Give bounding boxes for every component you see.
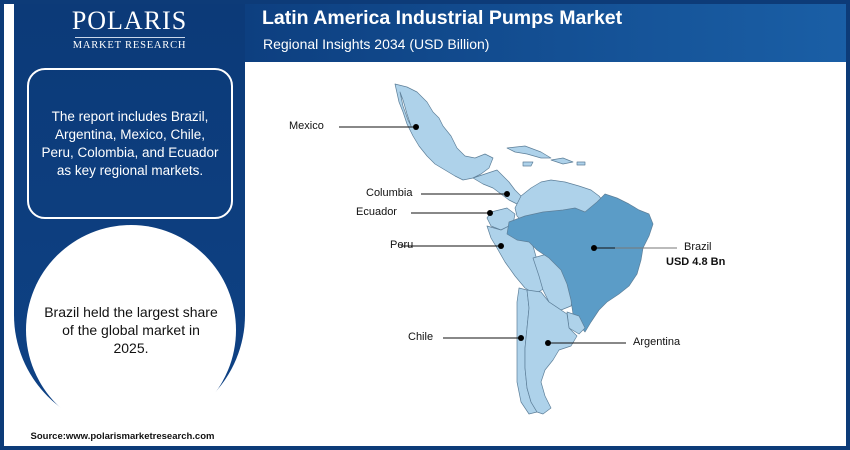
highlight-text: Brazil held the largest share of the glo… (44, 304, 218, 356)
map-area: Mexico Columbia Ecuador Peru Brazil USD … (245, 62, 846, 446)
label-columbia: Columbia (366, 187, 413, 199)
info-text: The report includes Brazil, Argentina, M… (41, 108, 219, 178)
header-bar (245, 0, 850, 62)
brazil-shape (506, 193, 654, 333)
page-title: Latin America Industrial Pumps Market (262, 7, 623, 29)
page-subtitle: Regional Insights 2034 (USD Billion) (263, 36, 490, 52)
info-box: The report includes Brazil, Argentina, M… (27, 68, 233, 219)
source-text: Source:www.polarismarketresearch.com (30, 431, 215, 442)
logo-tagline: MARKET RESEARCH (72, 40, 187, 51)
label-argentina: Argentina (633, 336, 681, 348)
label-brazil-value: USD 4.8 Bn (666, 256, 726, 268)
label-peru: Peru (390, 239, 414, 251)
logo-divider (74, 37, 185, 38)
label-mexico: Mexico (289, 120, 324, 132)
argentina-shape (524, 289, 578, 415)
mexico-shape (394, 83, 494, 181)
label-ecuador: Ecuador (356, 206, 397, 218)
label-brazil: Brazil (684, 241, 712, 253)
label-chile: Chile (408, 331, 434, 343)
logo: POLARIS MARKET RESEARCH (14, 6, 245, 51)
logo-name: POLARIS (71, 6, 188, 35)
latin-america-map (339, 83, 677, 415)
highlight-circle: Brazil held the largest share of the glo… (26, 225, 236, 435)
